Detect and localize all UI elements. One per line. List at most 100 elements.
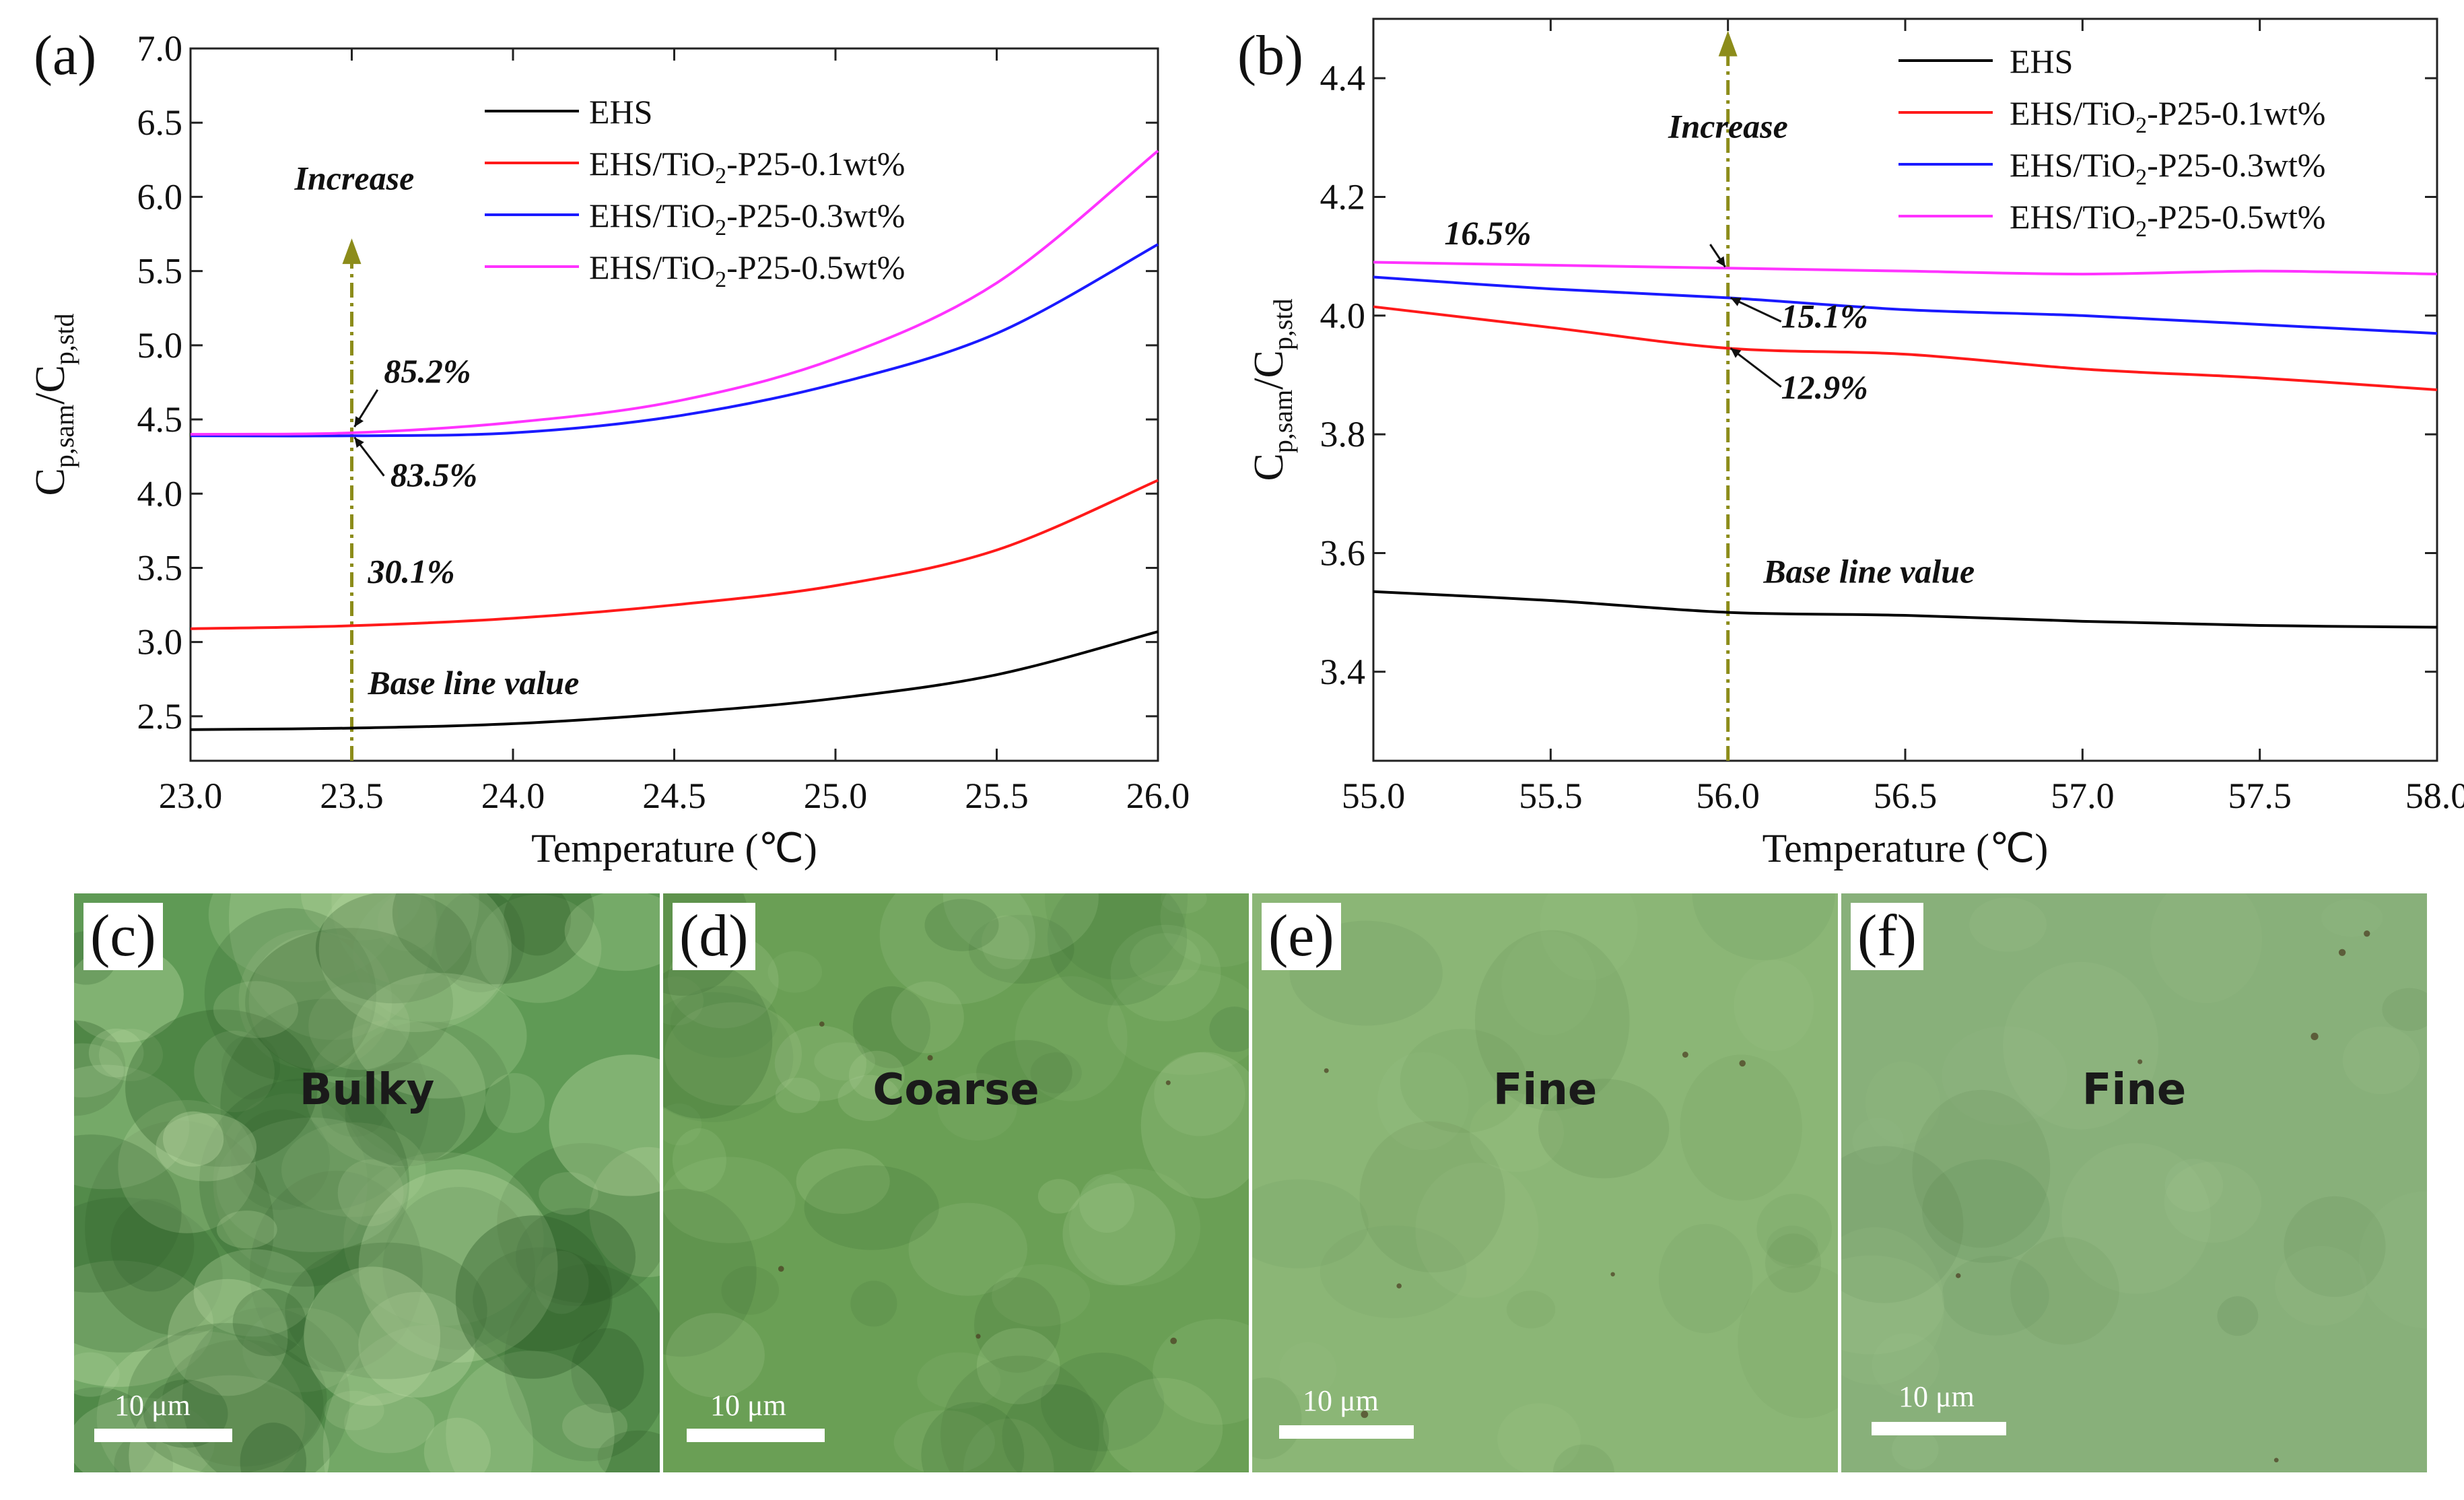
micrograph-texture-blob bbox=[852, 986, 930, 1068]
micrograph-particle bbox=[1361, 1410, 1369, 1419]
micrograph-texture-blob bbox=[230, 1109, 330, 1211]
micrograph-texture-blob bbox=[98, 1029, 163, 1081]
legend-label-sub: 2 bbox=[2135, 113, 2147, 138]
micrograph-texture-blob bbox=[304, 1266, 441, 1406]
micrograph-texture-blob bbox=[539, 1171, 598, 1215]
micrograph-texture-blob bbox=[1892, 1429, 1939, 1470]
micrograph-texture-blob bbox=[232, 1288, 306, 1357]
micrograph-texture-blob bbox=[908, 1202, 1027, 1296]
micrograph-texture-blob bbox=[1045, 893, 1188, 980]
x-tick-label: 23.5 bbox=[320, 776, 384, 816]
scale-bar bbox=[94, 1429, 232, 1442]
micrograph-texture-blob bbox=[475, 894, 602, 1003]
micrograph-texture-blob bbox=[446, 1351, 615, 1472]
micrograph-texture-blob bbox=[377, 893, 438, 951]
annotation-arrowhead bbox=[1730, 298, 1742, 306]
annotation: Base line value bbox=[367, 664, 579, 702]
legend-label-part: EHS/TiO bbox=[589, 197, 715, 234]
micrograph-particle bbox=[2311, 1032, 2319, 1041]
micrograph-texture-blob bbox=[1320, 1225, 1467, 1318]
micrograph-texture-blob bbox=[1738, 1264, 1838, 1419]
micrograph-texture-blob bbox=[1160, 893, 1207, 914]
micrograph-texture-blob bbox=[110, 1198, 195, 1292]
micrograph-texture-blob bbox=[85, 1120, 274, 1336]
micrograph-texture-blob bbox=[2342, 1026, 2420, 1095]
micrograph-particle bbox=[1956, 1273, 1961, 1279]
legend-label: EHS bbox=[2010, 42, 2073, 80]
y-tick-label: 3.5 bbox=[137, 547, 183, 588]
micrograph-texture-blob bbox=[114, 1433, 174, 1472]
y-axis-label-part: C bbox=[28, 468, 73, 496]
micrograph-texture-blob bbox=[1037, 1179, 1081, 1214]
panel-label: (b) bbox=[1237, 24, 1303, 87]
annotation-arrowhead bbox=[1715, 256, 1725, 267]
micrograph-texture-blob bbox=[1852, 1118, 1904, 1165]
annotation: 12.9% bbox=[1781, 368, 1868, 406]
micrograph-texture-blob bbox=[74, 1352, 120, 1397]
micrograph-texture-blob bbox=[216, 1211, 277, 1249]
micrograph-texture-blob bbox=[666, 1313, 765, 1398]
legend-label-part: EHS/TiO bbox=[2010, 94, 2135, 132]
micrograph-texture-blob bbox=[1501, 930, 1597, 1035]
micrograph-texture-blob bbox=[382, 1187, 535, 1351]
micrograph-texture-blob bbox=[285, 1242, 487, 1379]
series-line bbox=[1373, 590, 2438, 629]
micrograph-texture-blob bbox=[1552, 1444, 1614, 1472]
micrograph-particle bbox=[2338, 949, 2346, 956]
micrograph-texture-blob bbox=[301, 893, 422, 941]
micrograph-texture-blob bbox=[497, 1143, 660, 1303]
micrograph-texture-blob bbox=[663, 1103, 702, 1146]
micrograph-texture-blob bbox=[1359, 1121, 1505, 1272]
micrograph-particle bbox=[778, 1266, 784, 1272]
annotation: 15.1% bbox=[1781, 297, 1868, 335]
micrograph-texture-blob bbox=[1540, 893, 1638, 981]
micrograph-texture-blob bbox=[1107, 969, 1249, 1075]
micrograph-texture-blob bbox=[321, 1080, 387, 1137]
micrograph-texture-blob bbox=[435, 893, 525, 992]
micrograph-texture-blob bbox=[1154, 1052, 1245, 1136]
micrograph-texture-blob bbox=[74, 1134, 182, 1293]
micrograph-texture-blob bbox=[337, 1159, 404, 1227]
micrograph-texture-blob bbox=[2358, 1191, 2427, 1328]
micrograph-texture-blob bbox=[535, 1250, 589, 1314]
legend-label-sub: 2 bbox=[715, 267, 726, 292]
micrograph-texture-blob bbox=[249, 1170, 423, 1372]
y-tick-label: 4.4 bbox=[1320, 58, 1366, 98]
y-tick-label: 2.5 bbox=[137, 696, 183, 737]
x-tick-label: 58.0 bbox=[2405, 776, 2464, 816]
micrograph-d: (d) Coarse 10 μm bbox=[663, 893, 1249, 1472]
micrograph-particle bbox=[1324, 1068, 1329, 1073]
x-tick-label: 24.5 bbox=[642, 776, 706, 816]
micrograph-texture-blob bbox=[2010, 1237, 2119, 1345]
micrograph-texture-blob bbox=[672, 1128, 726, 1192]
micrograph-texture-blob bbox=[473, 1247, 611, 1352]
legend-label-part: -P25-0.3wt% bbox=[2147, 146, 2325, 184]
micrograph-texture-blob bbox=[597, 1430, 660, 1472]
micrograph-texture-blob bbox=[324, 1390, 384, 1431]
micrograph-texture-blob bbox=[2321, 899, 2383, 937]
micrograph-description: Bulky bbox=[299, 1065, 435, 1115]
micrograph-texture-blob bbox=[774, 1025, 866, 1101]
micrograph-texture-blob bbox=[281, 1122, 426, 1217]
micrograph-texture-blob bbox=[2275, 1246, 2367, 1326]
micrograph-texture-blob bbox=[1538, 1079, 1670, 1179]
x-tick-label: 56.0 bbox=[1696, 776, 1760, 816]
micrograph-texture-blob bbox=[1130, 933, 1201, 986]
annotation: 85.2% bbox=[384, 352, 471, 390]
micrograph-texture-blob bbox=[1766, 1225, 1818, 1268]
annotation-arrowhead bbox=[354, 416, 364, 428]
legend-label: EHS/TiO2-P25-0.5wt% bbox=[589, 248, 905, 292]
micrograph-texture-blob bbox=[358, 1291, 475, 1398]
y-axis-label-sub: p,sam bbox=[1268, 390, 1298, 453]
micrograph-texture-blob bbox=[485, 1072, 545, 1133]
micrograph-texture bbox=[74, 893, 660, 1472]
micrograph-texture-blob bbox=[917, 1352, 1001, 1409]
micrograph-texture-blob bbox=[156, 1113, 257, 1182]
micrograph-texture-blob bbox=[1062, 1183, 1175, 1286]
micrograph-texture-blob bbox=[943, 893, 1099, 960]
micrograph-texture-blob bbox=[1103, 1377, 1223, 1472]
micrograph-texture-blob bbox=[1469, 1093, 1565, 1172]
micrograph-texture-blob bbox=[194, 1030, 275, 1112]
micrograph-texture-blob bbox=[1415, 1162, 1539, 1298]
